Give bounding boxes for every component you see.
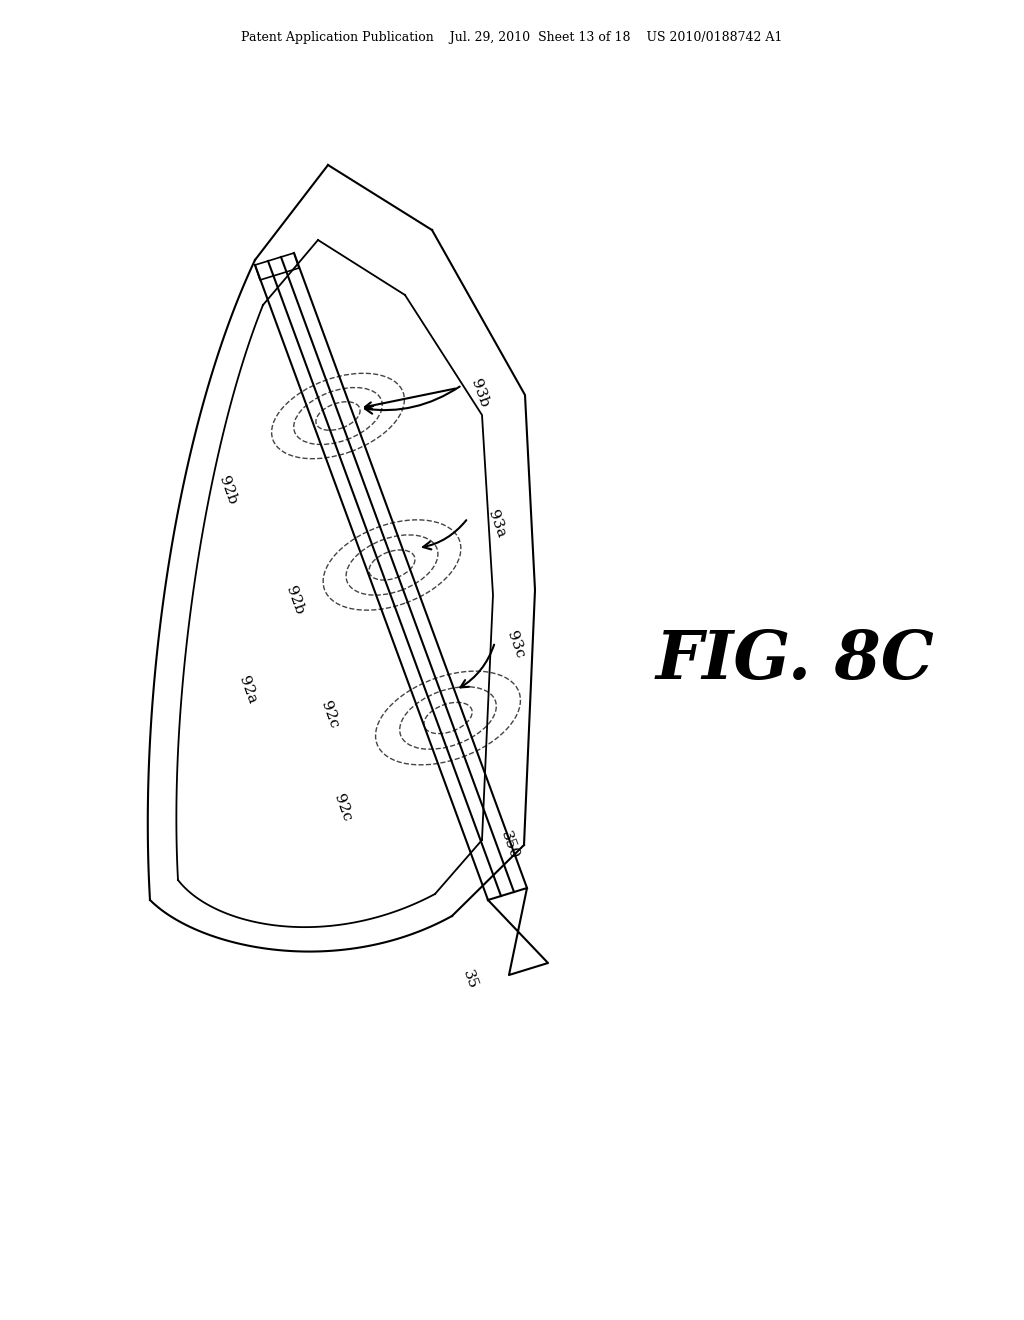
Text: FIG. 8C: FIG. 8C [655,627,934,693]
Text: 92a: 92a [237,675,259,706]
Text: 93a: 93a [485,508,509,540]
Text: 350: 350 [499,829,521,861]
Text: Patent Application Publication    Jul. 29, 2010  Sheet 13 of 18    US 2010/01887: Patent Application Publication Jul. 29, … [242,30,782,44]
Text: 93b: 93b [468,378,492,409]
Text: 92b: 92b [284,583,306,616]
Text: 93c: 93c [505,630,527,660]
Text: 92c: 92c [318,700,341,730]
Text: 92b: 92b [216,474,240,506]
Text: 92c: 92c [332,792,354,824]
Text: 35: 35 [460,969,480,991]
